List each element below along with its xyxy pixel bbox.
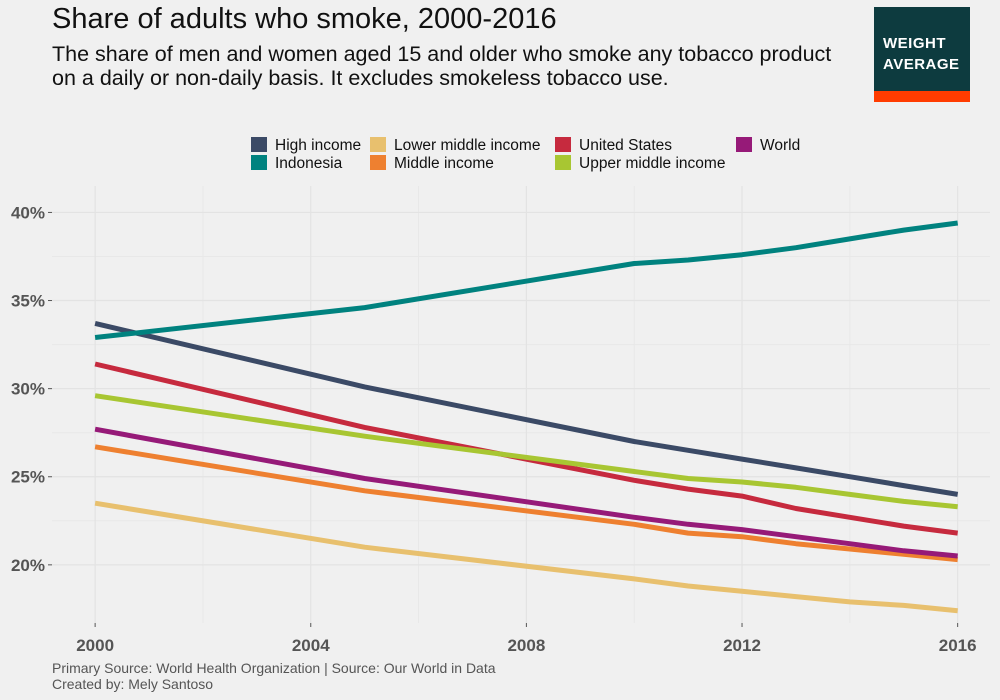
legend-swatch bbox=[370, 137, 386, 152]
series-line-lower-middle-income bbox=[94, 500, 958, 614]
legend-swatch bbox=[555, 137, 571, 152]
weight-average-logo: WEIGHT AVERAGE bbox=[874, 7, 970, 102]
y-tick-label: 40% bbox=[11, 203, 45, 222]
legend-label: Upper middle income bbox=[579, 155, 725, 172]
source-line: Primary Source: World Health Organizatio… bbox=[52, 660, 496, 676]
series-line-middle-income bbox=[94, 444, 958, 563]
series-line-upper-middle-income bbox=[94, 393, 958, 510]
y-tick-label: 35% bbox=[11, 292, 45, 311]
logo-text-average: AVERAGE bbox=[883, 56, 960, 73]
logo-text-weight: WEIGHT bbox=[883, 35, 946, 52]
series-line-united-states bbox=[94, 361, 959, 536]
x-tick-label: 2016 bbox=[939, 636, 977, 655]
y-tick-label: 30% bbox=[11, 380, 45, 399]
legend-swatch bbox=[251, 137, 267, 152]
logo-accent-bar bbox=[874, 91, 970, 102]
legend-label: United States bbox=[579, 137, 672, 154]
chart-subtitle: The share of men and women aged 15 and o… bbox=[52, 42, 832, 90]
source-caption: Primary Source: World Health Organizatio… bbox=[52, 660, 496, 692]
x-tick-label: 2004 bbox=[292, 636, 330, 655]
x-tick-label: 2012 bbox=[723, 636, 761, 655]
series-line-world bbox=[94, 426, 958, 559]
legend-label: Indonesia bbox=[275, 155, 343, 172]
legend-swatch bbox=[555, 155, 571, 170]
y-tick-label: 20% bbox=[11, 556, 45, 575]
legend-swatch bbox=[251, 155, 267, 170]
x-tick-label: 2008 bbox=[507, 636, 545, 655]
legend-label: Lower middle income bbox=[394, 137, 540, 154]
legend-swatch bbox=[736, 137, 752, 152]
y-tick-label: 25% bbox=[11, 468, 45, 487]
credit-line: Created by: Mely Santoso bbox=[52, 676, 214, 692]
legend-label: Middle income bbox=[394, 155, 494, 172]
x-tick-label: 2000 bbox=[76, 636, 114, 655]
legend-swatch bbox=[370, 155, 386, 170]
chart-title: Share of adults who smoke, 2000-2016 bbox=[52, 3, 557, 35]
series-line-indonesia bbox=[94, 220, 959, 340]
legend-label: World bbox=[760, 137, 800, 154]
legend-label: High income bbox=[275, 137, 361, 154]
series-line-high-income bbox=[94, 320, 959, 497]
